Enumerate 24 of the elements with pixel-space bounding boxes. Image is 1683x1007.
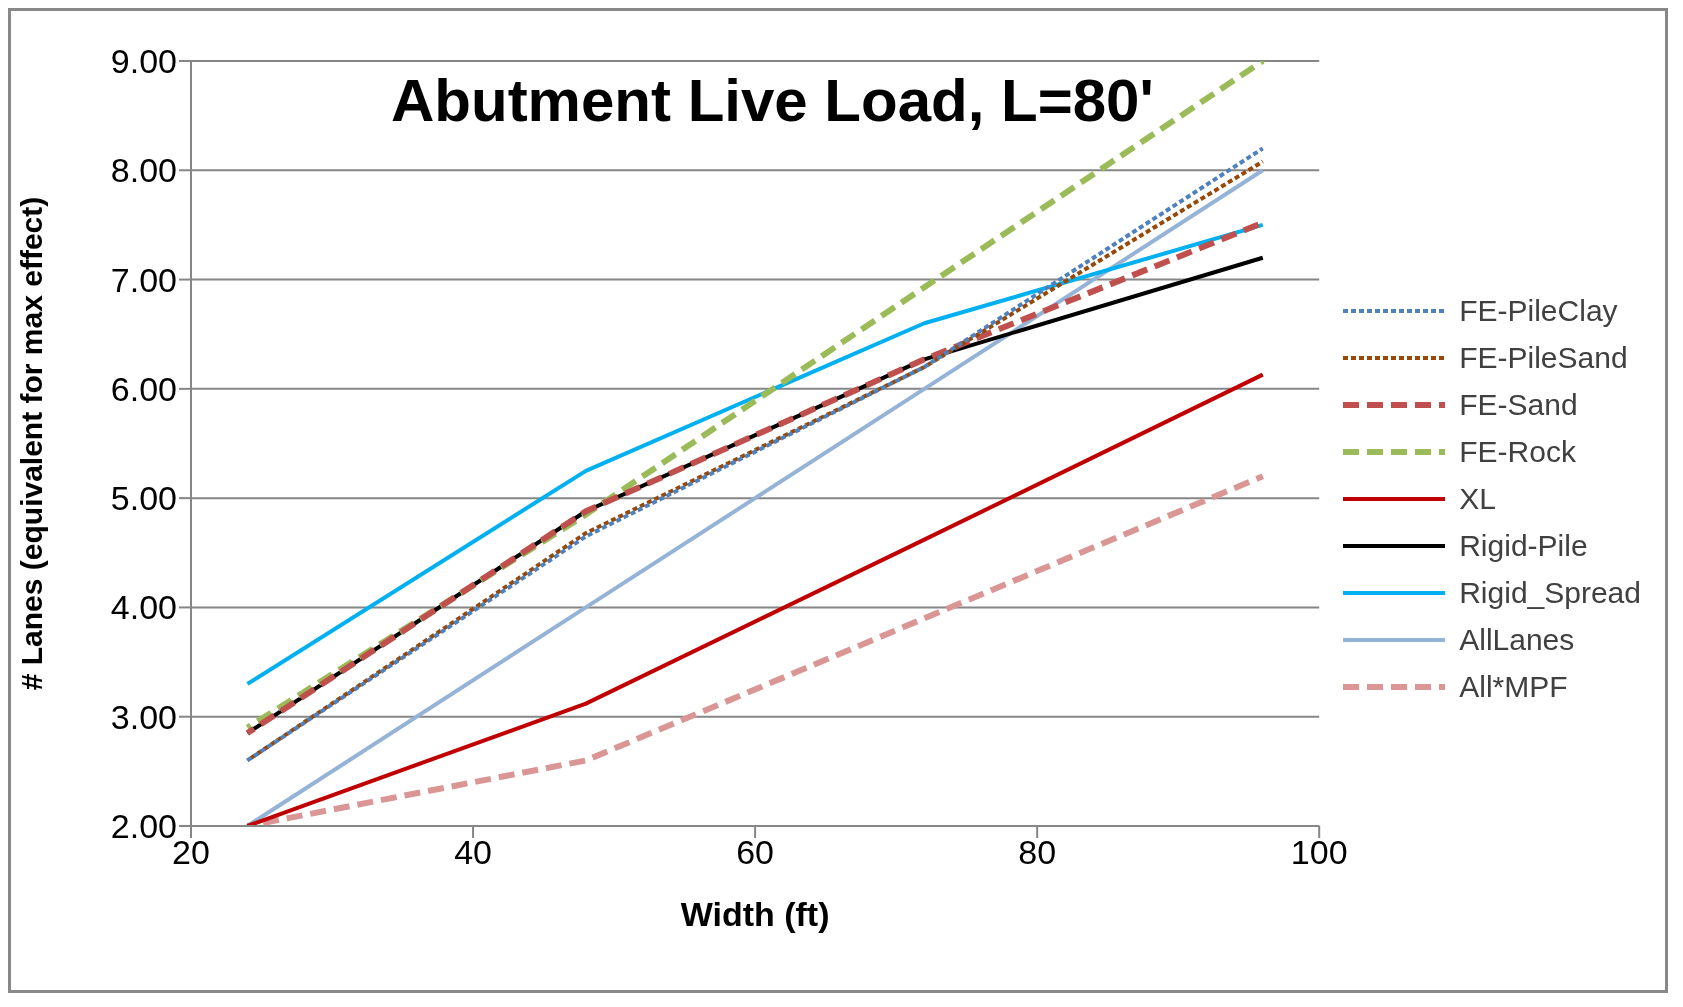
y-tick-label: 5.00 xyxy=(110,479,177,518)
y-tick-label: 3.00 xyxy=(110,697,177,736)
x-tick-label: 60 xyxy=(736,833,775,872)
legend-label: Rigid-Pile xyxy=(1459,528,1588,563)
legend-label: Rigid_Spread xyxy=(1459,575,1641,610)
y-tick-label: 6.00 xyxy=(110,369,177,408)
y-tick-label: 9.00 xyxy=(110,42,177,81)
x-tick-label: 40 xyxy=(454,833,492,872)
legend-label: FE-Sand xyxy=(1459,387,1578,422)
line-series xyxy=(245,372,1265,826)
y-tick-label: 8.00 xyxy=(110,151,177,190)
legend-label: All*MPF xyxy=(1459,669,1568,704)
y-tick-label: 4.00 xyxy=(110,588,177,627)
chart-title: Abutment Live Load, L=80' xyxy=(391,66,1154,135)
legend-label: FE-PileSand xyxy=(1459,340,1628,375)
x-tick-label: 80 xyxy=(1018,833,1057,872)
x-axis-title: Width (ft) xyxy=(680,895,830,933)
y-tick-label: 7.00 xyxy=(110,260,177,299)
legend-label: FE-PileClay xyxy=(1459,293,1618,328)
x-tick-label: 100 xyxy=(1290,833,1348,872)
legend-label: AllLanes xyxy=(1459,622,1575,657)
legend-label: FE-Rock xyxy=(1459,434,1576,469)
legend-label: XL xyxy=(1459,481,1496,516)
y-axis-title: # Lanes (equivalent for max effect) xyxy=(14,196,48,691)
